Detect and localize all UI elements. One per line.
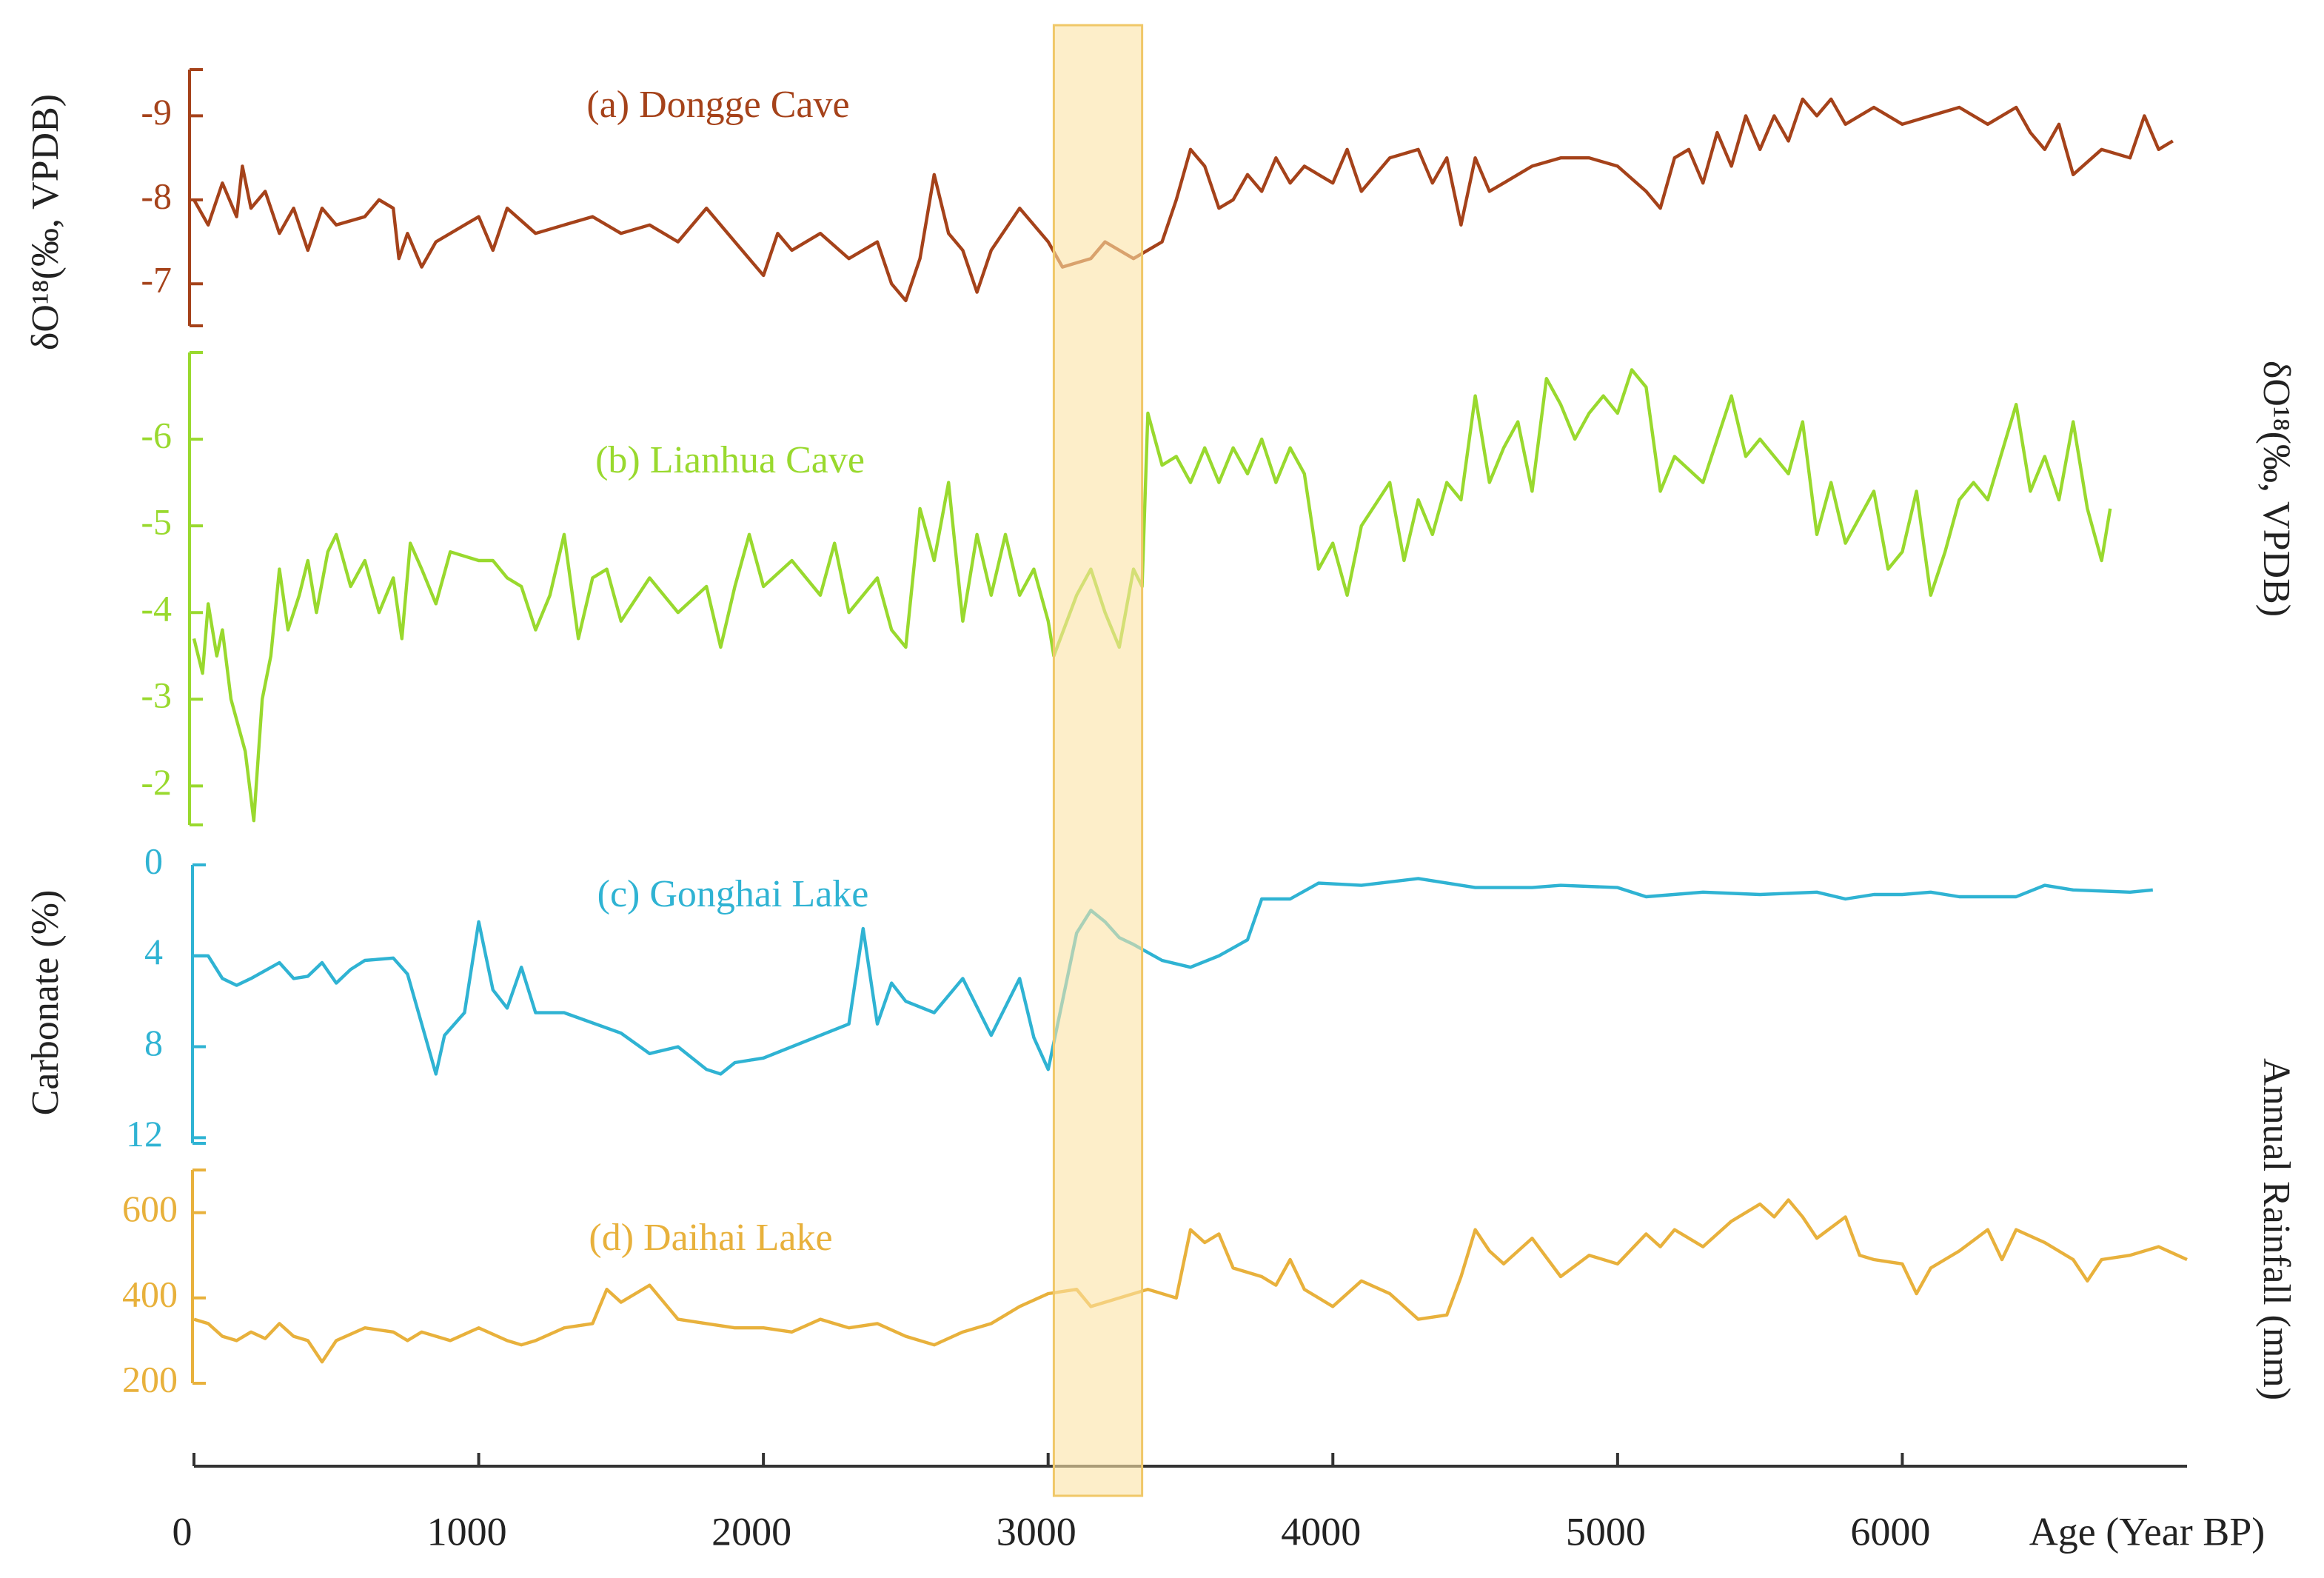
- y-tick-label: -4: [141, 588, 172, 629]
- data-line: [194, 877, 2154, 1076]
- x-tick-label: 5000: [1566, 1509, 1646, 1554]
- y-axis-label: δO¹⁸(‰, VPDB): [2255, 361, 2297, 617]
- x-tick-label: 1000: [427, 1509, 507, 1554]
- y-tick-label: -9: [141, 91, 172, 133]
- x-axis-label: Age (Year BP): [2029, 1509, 2266, 1554]
- y-tick-label: 8: [144, 1022, 163, 1063]
- y-tick-label: -6: [141, 415, 172, 456]
- y-tick-label: 200: [122, 1358, 178, 1400]
- highlight-band: [1052, 24, 1144, 1497]
- y-tick-label: 12: [126, 1113, 163, 1154]
- x-tick-label: 4000: [1281, 1509, 1361, 1554]
- panel-title: (c) Gonghai Lake: [597, 873, 869, 915]
- y-axis-label: Carbonate (%): [24, 890, 67, 1116]
- panel-title: (d) Daihai Lake: [589, 1217, 832, 1259]
- panel-title: (b) Lianhua Cave: [595, 439, 865, 481]
- x-tick-label: 6000: [1850, 1509, 1930, 1554]
- y-axis-label: Annual Rainfall (mm): [2255, 1058, 2297, 1400]
- y-tick-label: -5: [141, 501, 172, 543]
- y-tick-label: -7: [141, 259, 172, 301]
- x-tick-label: 3000: [997, 1509, 1076, 1554]
- y-axis-label: δO¹⁸(‰, VPDB): [24, 94, 67, 350]
- x-tick-label: 2000: [711, 1509, 791, 1554]
- y-tick-label: -8: [141, 175, 172, 216]
- data-line: [192, 368, 2112, 823]
- y-tick-label: 0: [144, 840, 163, 881]
- panel-title: (a) Dongge Cave: [586, 84, 849, 126]
- y-tick-label: -2: [141, 761, 172, 803]
- y-tick-label: 600: [122, 1188, 178, 1229]
- data-line: [193, 1198, 2188, 1364]
- data-line: [192, 97, 2174, 303]
- y-tick-label: 400: [122, 1273, 178, 1314]
- y-tick-label: -3: [141, 675, 172, 716]
- x-tick-label: 0: [173, 1509, 192, 1554]
- y-tick-label: 4: [144, 931, 163, 972]
